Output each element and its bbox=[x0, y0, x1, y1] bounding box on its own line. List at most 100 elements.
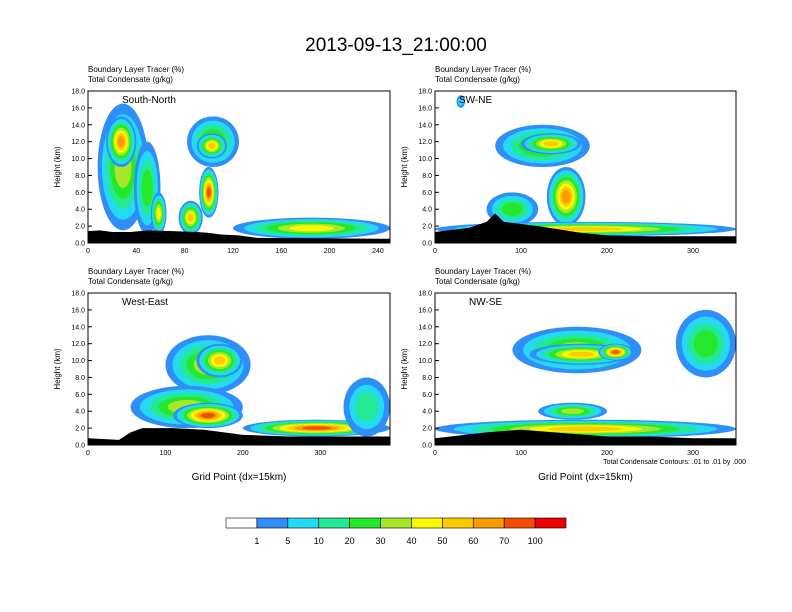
colorbar-label: 40 bbox=[406, 536, 416, 546]
tracer-blob bbox=[301, 426, 332, 430]
y-tick-label: 6.0 bbox=[75, 392, 85, 399]
plot-frame bbox=[87, 292, 391, 446]
x-axis-label: Grid Point (dx=15km) bbox=[192, 472, 287, 483]
panel-left-title: Boundary Layer Tracer (%) bbox=[435, 267, 531, 276]
y-tick-label: 2.0 bbox=[75, 224, 85, 231]
x-tick-label: 100 bbox=[515, 450, 527, 457]
y-tick-label: 10.0 bbox=[71, 358, 85, 365]
y-tick-label: 14.0 bbox=[71, 324, 85, 331]
panel-left-title: Boundary Layer Tracer (%) bbox=[88, 267, 184, 276]
tracer-field bbox=[435, 95, 736, 243]
plot-frame bbox=[87, 90, 391, 244]
tracer-blob bbox=[561, 408, 585, 415]
x-tick-label: 120 bbox=[227, 248, 239, 255]
x-axis-label: Grid Point (dx=15km) bbox=[538, 472, 633, 483]
plot-frame bbox=[434, 90, 737, 244]
x-tick-label: 200 bbox=[601, 248, 613, 255]
colorbar-swatch bbox=[380, 517, 412, 529]
colorbar-swatch bbox=[318, 517, 350, 529]
y-tick-label: 8.0 bbox=[422, 375, 432, 382]
x-tick-label: 300 bbox=[314, 450, 326, 457]
y-tick-label: 12.0 bbox=[71, 139, 85, 146]
y-tick-label: 12.0 bbox=[418, 341, 432, 348]
colorbar-swatch bbox=[349, 517, 381, 529]
panel-label: South-North bbox=[122, 95, 176, 106]
colorbar-label: 30 bbox=[376, 536, 386, 546]
colorbar-label: 20 bbox=[345, 536, 355, 546]
terrain bbox=[435, 429, 736, 445]
panel-label: West-East bbox=[122, 297, 168, 308]
panel-left-title: Boundary Layer Tracer (%) bbox=[435, 65, 531, 74]
panels: 0.0 2.0 4.0 6.0 8.0 10.0 12.0 14.0 16.0 18.0 0 40 80… bbox=[53, 65, 737, 483]
y-tick-label: 14.0 bbox=[71, 122, 85, 129]
tracer-field bbox=[88, 335, 390, 445]
x-tick-label: 100 bbox=[160, 450, 172, 457]
colorbar-label: 60 bbox=[468, 536, 478, 546]
plot-frame bbox=[434, 292, 737, 446]
tracer-blob bbox=[201, 412, 215, 418]
y-axis-label: Height (km) bbox=[400, 146, 409, 188]
tracer-blob bbox=[117, 136, 125, 148]
panel-left-title: Total Condensate (g/kg) bbox=[435, 277, 520, 286]
plot-area bbox=[435, 91, 736, 243]
figure-title: 2013-09-13_21:00:00 bbox=[305, 35, 487, 56]
tracer-blob bbox=[547, 227, 624, 231]
tracer-blob bbox=[187, 213, 194, 222]
panel-west-east: 0.0 2.0 4.0 6.0 8.0 10.0 12.0 14.0 16.0 18.0 0 100 2… bbox=[53, 267, 391, 483]
colorbar-swatch bbox=[534, 517, 567, 529]
colorbar-swatch bbox=[503, 517, 536, 529]
terrain bbox=[88, 230, 390, 243]
x-tick-label: 0 bbox=[86, 248, 90, 255]
tracer-blob bbox=[543, 141, 559, 147]
y-tick-label: 4.0 bbox=[422, 409, 432, 416]
y-tick-label: 10.0 bbox=[418, 358, 432, 365]
y-axis-label: Height (km) bbox=[53, 146, 62, 188]
y-tick-label: 6.0 bbox=[422, 392, 432, 399]
x-tick-label: 300 bbox=[687, 450, 699, 457]
y-tick-label: 2.0 bbox=[75, 426, 85, 433]
y-tick-label: 0.0 bbox=[422, 241, 432, 248]
colorbar-label: 50 bbox=[437, 536, 447, 546]
y-tick-label: 4.0 bbox=[422, 207, 432, 214]
colorbar-label: 70 bbox=[499, 536, 509, 546]
tracer-blob bbox=[156, 207, 161, 220]
colorbar-label: 10 bbox=[314, 536, 324, 546]
x-tick-label: 0 bbox=[433, 450, 437, 457]
y-tick-label: 0.0 bbox=[75, 241, 85, 248]
tracer-blob bbox=[612, 350, 620, 354]
colorbar-swatch bbox=[256, 517, 289, 529]
y-tick-label: 8.0 bbox=[75, 173, 85, 180]
tracer-blob bbox=[213, 356, 226, 365]
y-tick-label: 6.0 bbox=[422, 190, 432, 197]
y-tick-label: 10.0 bbox=[71, 156, 85, 163]
y-tick-label: 10.0 bbox=[418, 156, 432, 163]
y-tick-label: 0.0 bbox=[422, 443, 432, 450]
tracer-blob bbox=[502, 202, 523, 216]
y-tick-label: 2.0 bbox=[422, 426, 432, 433]
tracer-blob bbox=[355, 392, 379, 422]
tracer-blob bbox=[561, 189, 571, 204]
y-tick-label: 6.0 bbox=[75, 190, 85, 197]
x-tick-label: 300 bbox=[687, 248, 699, 255]
x-tick-label: 200 bbox=[237, 450, 249, 457]
x-tick-label: 200 bbox=[601, 450, 613, 457]
y-tick-label: 18.0 bbox=[71, 89, 85, 96]
y-tick-label: 18.0 bbox=[71, 291, 85, 298]
panel-left-title: Total Condensate (g/kg) bbox=[88, 277, 173, 286]
tracer-blob bbox=[457, 97, 464, 106]
y-tick-label: 2.0 bbox=[422, 224, 432, 231]
y-axis-label: Height (km) bbox=[400, 348, 409, 390]
y-tick-label: 16.0 bbox=[71, 105, 85, 112]
panel-label: SW-NE bbox=[459, 95, 492, 106]
colorbar-label: 1 bbox=[254, 536, 259, 546]
y-tick-label: 16.0 bbox=[418, 307, 432, 314]
tracer-blob bbox=[208, 142, 216, 150]
y-tick-label: 12.0 bbox=[71, 341, 85, 348]
tracer-blob bbox=[289, 225, 334, 232]
tracer-field bbox=[88, 103, 390, 243]
tracer-blob bbox=[568, 351, 595, 357]
panel-left-title: Total Condensate (g/kg) bbox=[88, 75, 173, 84]
panel-left-title: Total Condensate (g/kg) bbox=[435, 75, 520, 84]
tracer-blob bbox=[693, 330, 718, 358]
